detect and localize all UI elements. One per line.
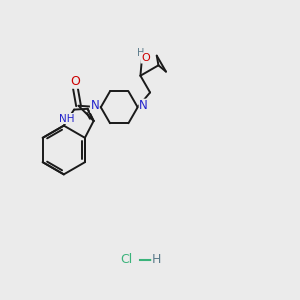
Text: O: O <box>141 53 150 63</box>
Text: O: O <box>70 75 80 88</box>
Text: N: N <box>139 99 148 112</box>
Text: H: H <box>137 48 144 58</box>
Text: N: N <box>91 99 99 112</box>
Text: H: H <box>152 254 161 266</box>
Text: Cl: Cl <box>121 254 133 266</box>
Text: NH: NH <box>59 113 74 124</box>
